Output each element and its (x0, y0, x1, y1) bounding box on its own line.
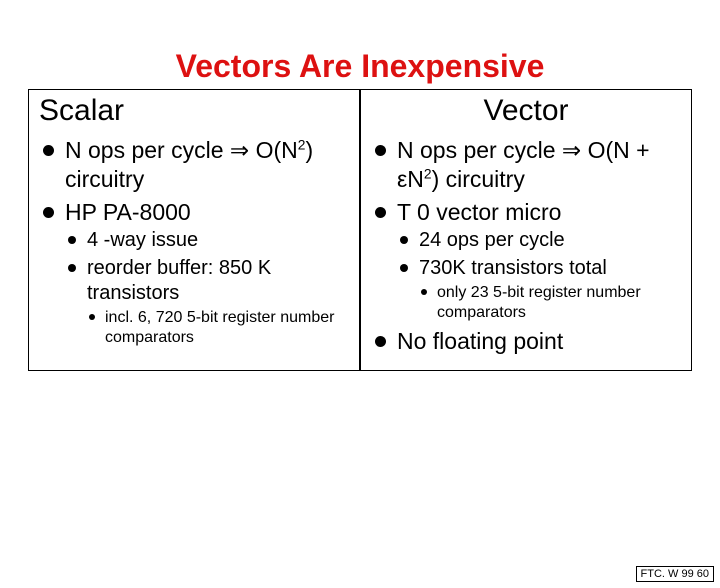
scalar-list: N ops per cycle ⇒ O(N2) circuitryHP PA-8… (39, 136, 349, 348)
two-column-layout: Scalar N ops per cycle ⇒ O(N2) circuitry… (0, 89, 720, 371)
list-item: 24 ops per cycle (397, 228, 681, 253)
scalar-column: Scalar N ops per cycle ⇒ O(N2) circuitry… (28, 89, 360, 371)
slide-title: Vectors Are Inexpensive (0, 48, 720, 85)
vector-column: Vector N ops per cycle ⇒ O(N + εN2) circ… (360, 89, 692, 371)
list-item: HP PA-80004 -way issuereorder buffer: 85… (39, 198, 349, 349)
list-item: 730K transistors totalonly 23 5-bit regi… (397, 256, 681, 323)
list-item: N ops per cycle ⇒ O(N2) circuitry (39, 136, 349, 194)
list-item: No floating point (371, 327, 681, 356)
list-item: T 0 vector micro24 ops per cycle730K tra… (371, 198, 681, 324)
list-item: incl. 6, 720 5-bit register number compa… (87, 308, 349, 348)
vector-header: Vector (371, 94, 681, 128)
list-item: 4 -way issue (65, 228, 349, 253)
list-item: reorder buffer: 850 K transistorsincl. 6… (65, 256, 349, 348)
list-item: N ops per cycle ⇒ O(N + εN2) circuitry (371, 136, 681, 194)
list-item: only 23 5-bit register number comparator… (419, 283, 681, 323)
slide-footer: FTC. W 99 60 (636, 566, 714, 582)
scalar-header: Scalar (39, 94, 349, 128)
vector-list: N ops per cycle ⇒ O(N + εN2) circuitryT … (371, 136, 681, 356)
